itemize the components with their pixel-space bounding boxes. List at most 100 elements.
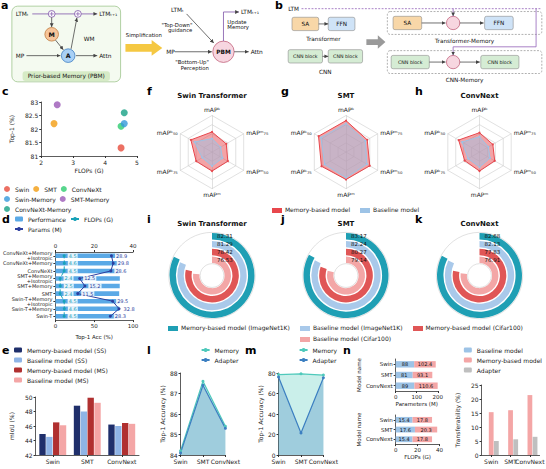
svg-text:ConvNeXt-Memory: ConvNeXt-Memory bbox=[15, 206, 72, 214]
svg-text:88: 88 bbox=[170, 370, 178, 377]
svg-text:mAPᵇ: mAPᵇ bbox=[471, 106, 488, 113]
svg-text:79.14: 79.14 bbox=[351, 257, 367, 263]
svg-text:FLOPs (G): FLOPs (G) bbox=[75, 167, 104, 174]
svg-text:29.8: 29.8 bbox=[118, 260, 129, 266]
svg-text:76.91: 76.91 bbox=[485, 257, 501, 263]
svg-text:78.42: 78.42 bbox=[217, 249, 233, 255]
svg-text:mAPᵇ: mAPᵇ bbox=[338, 106, 355, 113]
svg-text:SMT: SMT bbox=[197, 458, 210, 465]
svg-text:CNN-Memory: CNN-Memory bbox=[446, 77, 484, 84]
svg-text:Swin: Swin bbox=[15, 186, 29, 193]
svg-text:ConvNext: ConvNext bbox=[211, 458, 241, 465]
svg-text:SMT: SMT bbox=[295, 458, 308, 465]
svg-text:Top-1 Accuracy (%): Top-1 Accuracy (%) bbox=[257, 385, 265, 444]
svg-text:5: 5 bbox=[475, 438, 479, 445]
svg-text:3: 3 bbox=[71, 159, 75, 166]
svg-text:CNN: CNN bbox=[319, 69, 332, 75]
svg-text:2.5: 2.5 bbox=[65, 283, 73, 289]
svg-text:4.6: 4.6 bbox=[69, 260, 77, 266]
svg-text:Swin: Swin bbox=[173, 458, 187, 465]
svg-text:4.6: 4.6 bbox=[69, 306, 77, 312]
svg-text:110.6: 110.6 bbox=[419, 383, 433, 389]
svg-text:LTMₜ₊₁: LTMₜ₊₁ bbox=[241, 9, 260, 15]
svg-text:50: 50 bbox=[91, 323, 98, 329]
svg-text:20: 20 bbox=[471, 396, 479, 403]
svg-text:4.5: 4.5 bbox=[69, 313, 77, 319]
svg-text:82.13: 82.13 bbox=[485, 241, 501, 247]
svg-text:mAPᵐ: mAPᵐ bbox=[203, 191, 221, 198]
svg-text:LTMₜ: LTMₜ bbox=[171, 7, 184, 13]
svg-text:mAPᵇ₇₅: mAPᵇ₇₅ bbox=[424, 168, 446, 175]
svg-text:ConvNext: ConvNext bbox=[461, 220, 500, 228]
svg-text:86: 86 bbox=[170, 411, 178, 418]
svg-text:28.3: 28.3 bbox=[115, 313, 126, 319]
svg-text:FLOPs (G): FLOPs (G) bbox=[404, 454, 431, 460]
svg-text:WM: WM bbox=[84, 36, 95, 42]
svg-text:Transformer: Transformer bbox=[305, 36, 341, 42]
svg-text:Attn: Attn bbox=[251, 49, 263, 55]
svg-text:CNN block: CNN block bbox=[398, 60, 423, 65]
svg-text:2.4: 2.4 bbox=[65, 291, 73, 297]
svg-text:guidance: guidance bbox=[168, 27, 192, 34]
svg-text:LTM: LTM bbox=[288, 6, 299, 12]
svg-text:ConvNext: ConvNext bbox=[366, 383, 394, 389]
svg-text:mAPᵇ₅₀: mAPᵇ₅₀ bbox=[424, 129, 446, 136]
svg-text:SMT: SMT bbox=[42, 291, 53, 297]
svg-text:11.5: 11.5 bbox=[82, 291, 93, 297]
svg-text:81.29: 81.29 bbox=[217, 241, 233, 247]
svg-text:44: 44 bbox=[25, 437, 33, 444]
svg-text:Swin: Swin bbox=[380, 417, 394, 423]
svg-text:mIoU (%): mIoU (%) bbox=[8, 412, 15, 440]
svg-text:25: 25 bbox=[471, 382, 479, 389]
svg-text:15.4: 15.4 bbox=[399, 417, 410, 423]
svg-text:32.8: 32.8 bbox=[124, 306, 135, 312]
svg-text:15.4: 15.4 bbox=[399, 436, 410, 442]
svg-text:Baseline model (SS): Baseline model (SS) bbox=[27, 357, 87, 364]
svg-text:102.4: 102.4 bbox=[418, 361, 432, 367]
svg-text:93.1: 93.1 bbox=[417, 372, 428, 378]
svg-text:+Isotropic: +Isotropic bbox=[27, 278, 53, 285]
svg-text:MP: MP bbox=[166, 49, 175, 55]
svg-text:Model name: Model name bbox=[356, 412, 362, 446]
svg-text:Model name: Model name bbox=[356, 357, 362, 391]
svg-text:15: 15 bbox=[471, 410, 479, 417]
svg-text:40: 40 bbox=[436, 447, 443, 453]
svg-text:SMT: SMT bbox=[381, 372, 393, 378]
svg-text:SA: SA bbox=[302, 21, 310, 27]
svg-text:82.31: 82.31 bbox=[217, 233, 233, 239]
svg-text:Performance: Performance bbox=[28, 216, 66, 223]
svg-text:88: 88 bbox=[402, 361, 408, 367]
svg-text:100: 100 bbox=[411, 394, 422, 400]
svg-text:80: 80 bbox=[268, 370, 276, 377]
svg-text:85: 85 bbox=[170, 431, 178, 438]
svg-text:89: 89 bbox=[402, 383, 408, 389]
svg-text:FFN: FFN bbox=[336, 21, 347, 27]
svg-text:Parameters (M): Parameters (M) bbox=[396, 401, 438, 407]
svg-text:20: 20 bbox=[414, 447, 421, 453]
svg-text:200: 200 bbox=[433, 394, 444, 400]
svg-text:LTMₜ₊₁: LTMₜ₊₁ bbox=[99, 11, 118, 17]
svg-text:17.8: 17.8 bbox=[417, 436, 428, 442]
svg-text:Swin: Swin bbox=[380, 361, 394, 367]
svg-text:ConvNeXt+Memory: ConvNeXt+Memory bbox=[3, 260, 52, 267]
svg-text:Top-1 Accuracy (%): Top-1 Accuracy (%) bbox=[159, 385, 167, 444]
svg-text:0: 0 bbox=[54, 243, 58, 249]
svg-text:60: 60 bbox=[268, 390, 276, 397]
svg-text:Memory: Memory bbox=[227, 24, 249, 31]
svg-text:LTMₜ: LTMₜ bbox=[16, 11, 29, 17]
svg-text:mAPᵐ₇₅: mAPᵐ₇₅ bbox=[380, 129, 403, 136]
svg-text:81: 81 bbox=[401, 372, 407, 378]
svg-text:mAPᵐ₇₅: mAPᵐ₇₅ bbox=[514, 129, 537, 136]
svg-text:mAPᵐ: mAPᵐ bbox=[337, 191, 355, 198]
svg-text:46: 46 bbox=[25, 423, 33, 430]
svg-text:20.3: 20.3 bbox=[421, 427, 432, 433]
svg-text:Swin-T: Swin-T bbox=[36, 313, 53, 319]
svg-text:Transformer-Memory: Transformer-Memory bbox=[434, 38, 495, 45]
svg-text:mAPᵐ₇₅: mAPᵐ₇₅ bbox=[246, 129, 269, 136]
svg-text:FFN: FFN bbox=[493, 20, 504, 26]
svg-text:mAPᵇ: mAPᵇ bbox=[204, 106, 221, 113]
svg-text:Params (M): Params (M) bbox=[28, 226, 62, 233]
svg-text:Swin: Swin bbox=[484, 458, 498, 465]
svg-text:29.5: 29.5 bbox=[117, 298, 128, 304]
svg-text:10: 10 bbox=[471, 424, 479, 431]
